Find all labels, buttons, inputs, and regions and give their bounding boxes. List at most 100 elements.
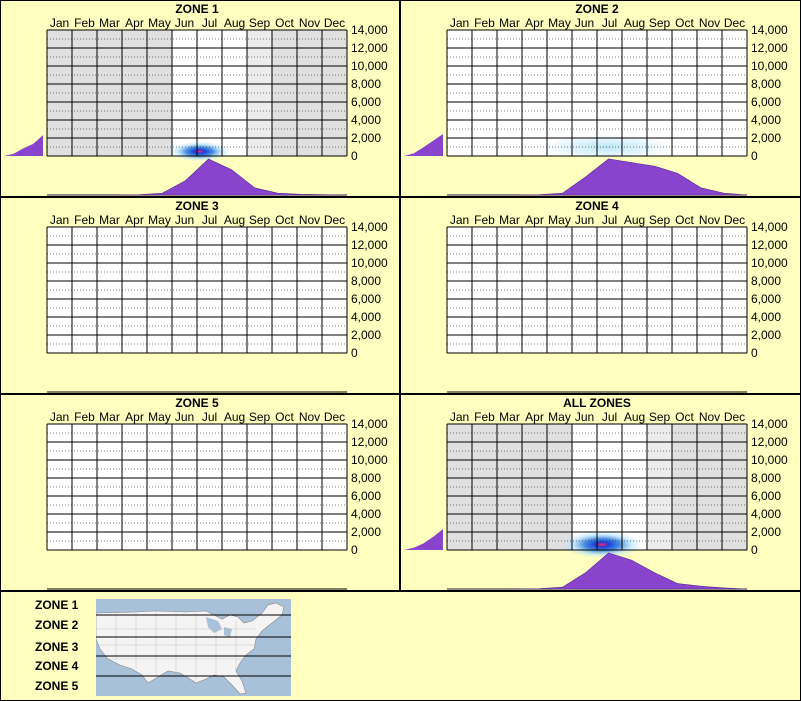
month-label-may: May — [548, 16, 571, 30]
month-label-feb: Feb — [74, 213, 95, 227]
chart-panel-4: ZONE 4 Jan Feb Mar Apr May Jun Jul Aug Sep Oct Nov D… — [400, 197, 801, 394]
month-label-may: May — [548, 213, 571, 227]
month-label-aug: Aug — [624, 16, 645, 30]
elevation-label: 8,000 — [351, 77, 381, 91]
map-zone-lines — [96, 614, 291, 677]
month-column-sep — [247, 424, 272, 550]
month-label-jun: Jun — [175, 410, 194, 424]
elevation-label: 4,000 — [751, 507, 781, 521]
month-column-dec — [722, 30, 747, 156]
month-column-mar — [497, 30, 522, 156]
month-label-aug: Aug — [624, 213, 645, 227]
month-column-jun — [572, 227, 597, 353]
month-column-jun — [172, 227, 197, 353]
elevation-label: 10,000 — [751, 59, 788, 73]
month-column-nov — [697, 424, 722, 550]
elevation-label: 12,000 — [351, 41, 388, 55]
month-label-jul: Jul — [202, 410, 217, 424]
month-column-feb — [472, 30, 497, 156]
month-column-nov — [297, 30, 322, 156]
elevation-label: 4,000 — [351, 507, 381, 521]
elevation-label: 12,000 — [351, 435, 388, 449]
chart-title: ZONE 3 — [175, 199, 219, 213]
month-column-nov — [297, 227, 322, 353]
chart-title: ZONE 2 — [575, 2, 619, 16]
month-label-jan: Jan — [450, 213, 469, 227]
month-label-oct: Oct — [675, 16, 694, 30]
map-lake — [206, 617, 232, 637]
elevation-label: 2,000 — [751, 131, 781, 145]
month-label-jul: Jul — [602, 16, 617, 30]
month-column-mar — [97, 424, 122, 550]
month-column-mar — [497, 424, 522, 550]
month-label-may: May — [148, 213, 171, 227]
elevation-label: 2,000 — [751, 328, 781, 342]
month-label-apr: Apr — [125, 213, 144, 227]
month-column-feb — [72, 424, 97, 550]
month-column-nov — [697, 227, 722, 353]
month-column-mar — [97, 30, 122, 156]
elevation-label: 8,000 — [351, 274, 381, 288]
month-column-may — [147, 227, 172, 353]
elevation-label: 2,000 — [351, 131, 381, 145]
month-label-feb: Feb — [474, 213, 495, 227]
month-column-dec — [722, 424, 747, 550]
month-column-may — [547, 30, 572, 156]
month-label-nov: Nov — [699, 213, 720, 227]
month-label-oct: Oct — [275, 16, 294, 30]
elevation-density — [404, 529, 443, 550]
month-column-jun — [172, 30, 197, 156]
elevation-label: 0 — [351, 346, 358, 360]
month-column-aug — [222, 424, 247, 550]
elevation-label: 4,000 — [351, 113, 381, 127]
month-label-oct: Oct — [275, 410, 294, 424]
elevation-label: 12,000 — [351, 238, 388, 252]
month-column-feb — [72, 30, 97, 156]
elevation-label: 6,000 — [751, 95, 781, 109]
month-label-oct: Oct — [675, 410, 694, 424]
month-column-jun — [172, 424, 197, 550]
month-column-sep — [247, 30, 272, 156]
month-label-feb: Feb — [474, 16, 495, 30]
elevation-label: 10,000 — [351, 256, 388, 270]
month-label-aug: Aug — [224, 213, 245, 227]
heat-spot — [562, 531, 642, 559]
month-column-may — [147, 424, 172, 550]
chart-title: ZONE 5 — [175, 396, 219, 410]
elevation-label: 10,000 — [351, 453, 388, 467]
elevation-label: 0 — [751, 543, 758, 557]
month-label-apr: Apr — [125, 16, 144, 30]
month-label-sep: Sep — [249, 16, 271, 30]
elevation-label: 6,000 — [351, 292, 381, 306]
elevation-label: 4,000 — [751, 310, 781, 324]
month-label-feb: Feb — [74, 410, 95, 424]
month-column-nov — [297, 424, 322, 550]
month-label-jun: Jun — [175, 213, 194, 227]
month-column-sep — [647, 227, 672, 353]
elevation-label: 2,000 — [751, 525, 781, 539]
month-column-mar — [97, 227, 122, 353]
zone-legend-label-4: ZONE 4 — [35, 659, 79, 673]
elevation-label: 2,000 — [351, 525, 381, 539]
month-label-jun: Jun — [575, 213, 594, 227]
elevation-density — [4, 135, 43, 156]
month-column-sep — [647, 30, 672, 156]
zone-legend-label-1: ZONE 1 — [35, 598, 79, 612]
month-label-sep: Sep — [249, 213, 271, 227]
chart-title: ZONE 4 — [575, 199, 619, 213]
month-label-jun: Jun — [175, 16, 194, 30]
month-label-jun: Jun — [575, 16, 594, 30]
month-label-jul: Jul — [202, 16, 217, 30]
month-column-jun — [572, 424, 597, 550]
elevation-label: 14,000 — [751, 23, 788, 37]
month-column-dec — [322, 30, 347, 156]
month-label-mar: Mar — [499, 16, 520, 30]
month-label-nov: Nov — [699, 16, 720, 30]
elevation-label: 12,000 — [751, 41, 788, 55]
elevation-label: 0 — [351, 543, 358, 557]
month-label-aug: Aug — [224, 410, 245, 424]
month-column-feb — [472, 424, 497, 550]
chart-title: ALL ZONES — [563, 396, 631, 410]
month-label-mar: Mar — [99, 410, 120, 424]
month-label-aug: Aug — [224, 16, 245, 30]
